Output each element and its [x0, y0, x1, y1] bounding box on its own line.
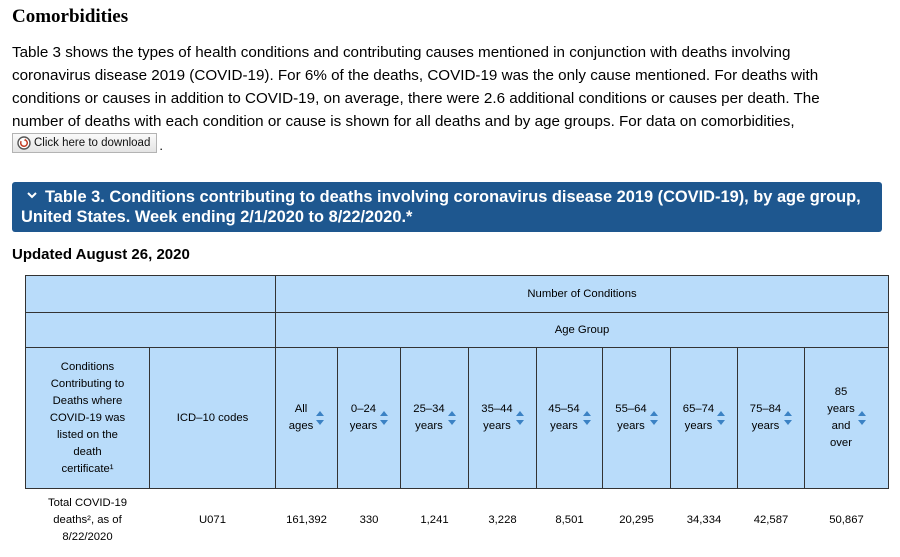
column-header-all-ages[interactable]: All ages [275, 347, 338, 489]
header-text-line: Conditions [60, 360, 115, 373]
header-text-line: years [617, 420, 645, 432]
sort-arrows-icon[interactable] [857, 411, 866, 425]
intro-line: coronavirus disease 2019 (COVID-19). For… [12, 67, 819, 84]
download-icon [17, 136, 31, 150]
header-text-line: death [73, 445, 102, 458]
header-text-line: Contributing to [50, 377, 125, 390]
header-text-line: 85 [834, 386, 848, 398]
header-text-line: years [415, 420, 443, 432]
header-text-line: COVID-19 was [49, 411, 126, 424]
header-blank-cell [25, 275, 276, 313]
sort-arrows-icon[interactable] [649, 411, 658, 425]
header-row-age-group: Age Group [25, 312, 890, 348]
header-text-line: years [751, 420, 780, 432]
header-age-group: Age Group [274, 312, 890, 348]
header-text-line: and [831, 420, 851, 432]
sort-arrows-icon[interactable] [316, 411, 325, 425]
header-row-number-of-conditions: Number of Conditions [25, 275, 890, 313]
chevron-down-icon [27, 192, 37, 199]
header-text-line: 35–44 [481, 403, 513, 415]
column-header-85-and-over[interactable]: 85 years and over [803, 347, 890, 489]
cell-55-64-years: 20,295 [602, 488, 671, 553]
header-text-line: Deaths where [52, 394, 123, 407]
header-blank-cell [25, 312, 276, 348]
cell-condition: Total COVID-19 deaths², as of 8/22/2020 [25, 488, 150, 553]
column-header-0-24-years[interactable]: 0–24 years [337, 347, 401, 489]
column-header-icd10[interactable]: ICD–10 codes [149, 347, 276, 489]
header-text-line: years [483, 420, 511, 432]
header-text-line: 25–34 [413, 403, 445, 415]
column-header-conditions[interactable]: Conditions Contributing to Deaths where … [25, 347, 150, 489]
header-text-line: 65–74 [682, 403, 715, 415]
header-text-line: certificate¹ [61, 462, 114, 475]
sort-arrows-icon[interactable] [515, 411, 524, 425]
cell-text-line: 8/22/2020 [62, 531, 113, 543]
sort-arrows-icon[interactable] [447, 411, 456, 425]
cell-65-74-years: 34,334 [670, 488, 738, 553]
intro-line: Table 3 shows the types of health condit… [12, 44, 791, 61]
column-header-45-54-years[interactable]: 45–54 years [536, 347, 603, 489]
header-text-line: 55–64 [615, 403, 647, 415]
header-row-columns: Conditions Contributing to Deaths where … [25, 347, 890, 489]
intro-paragraph: Table 3 shows the types of health condit… [12, 41, 892, 133]
cell-45-54-years: 8,501 [536, 488, 603, 553]
banner-line-1: Table 3. Conditions contributing to deat… [21, 187, 873, 207]
header-text-line: 45–54 [548, 403, 580, 415]
cell-icd10: U071 [149, 488, 276, 553]
intro-line: conditions or causes in addition to COVI… [12, 90, 820, 107]
sort-arrows-icon[interactable] [784, 411, 793, 425]
download-button[interactable]: Click here to download [12, 133, 158, 153]
download-row: Click here to download . [12, 133, 163, 153]
cell-text-line: Total COVID-19 [47, 497, 128, 509]
table-row: Total COVID-19 deaths², as of 8/22/2020 … [25, 488, 890, 553]
sort-arrows-icon[interactable] [380, 411, 389, 425]
cell-all-ages: 161,392 [275, 488, 338, 553]
banner-line-2: United States. Week ending 2/1/2020 to 8… [21, 208, 413, 226]
header-text-line: years [349, 420, 378, 432]
section-heading: Comorbidities [12, 6, 129, 27]
header-text-line: 75–84 [749, 403, 782, 415]
header-text-line: All [294, 403, 308, 415]
column-header-35-44-years[interactable]: 35–44 years [468, 347, 537, 489]
cell-75-84-years: 42,587 [737, 488, 805, 553]
conditions-table: Number of Conditions Age Group Condition… [25, 275, 890, 553]
cell-25-34-years: 1,241 [400, 488, 469, 553]
header-text-line: years [550, 420, 578, 432]
column-header-55-64-years[interactable]: 55–64 years [602, 347, 671, 489]
header-text-line: listed on the [57, 428, 118, 441]
header-text-line: ages [288, 420, 314, 432]
column-header-75-84-years[interactable]: 75–84 years [737, 347, 805, 489]
cell-85-and-over: 50,867 [803, 488, 890, 553]
header-text-line: over [830, 437, 852, 449]
header-text-line: years [827, 403, 855, 415]
download-trailing-period: . [159, 138, 163, 153]
header-text-line: years [684, 420, 713, 432]
cell-35-44-years: 3,228 [468, 488, 537, 553]
banner-title-text: Table 3. Conditions contributing to deat… [45, 188, 861, 206]
intro-line: number of deaths with each condition or … [12, 113, 795, 130]
column-header-65-74-years[interactable]: 65–74 years [670, 347, 738, 489]
sort-arrows-icon[interactable] [717, 411, 726, 425]
header-number-of-conditions: Number of Conditions [274, 275, 890, 313]
column-header-25-34-years[interactable]: 25–34 years [400, 347, 469, 489]
download-button-label: Click here to download [34, 137, 151, 149]
cell-text-line: deaths², as of [53, 514, 122, 526]
updated-date: Updated August 26, 2020 [12, 246, 190, 263]
cell-0-24-years: 330 [337, 488, 401, 553]
sort-arrows-icon[interactable] [582, 411, 591, 425]
table-title-banner[interactable]: Table 3. Conditions contributing to deat… [12, 182, 882, 232]
header-text-line: 0–24 [350, 403, 377, 415]
